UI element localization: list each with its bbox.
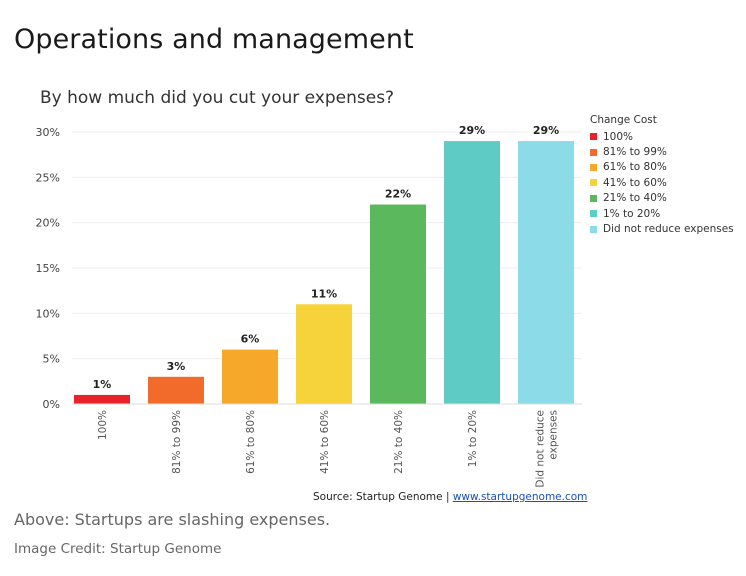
legend-label: 61% to 80% — [603, 161, 667, 174]
legend-label: 1% to 20% — [603, 207, 661, 220]
x-tick-label: 21% to 40% — [393, 410, 405, 474]
bar-value-label: 3% — [167, 360, 186, 373]
legend-label: Did not reduce expenses — [603, 223, 734, 236]
legend-item: 81% to 99% — [590, 144, 734, 159]
x-tick-label: 61% to 80% — [245, 410, 257, 474]
legend-item: 1% to 20% — [590, 206, 734, 221]
source-prefix: Source: Startup Genome | — [313, 491, 453, 503]
image-credit: Image Credit: Startup Genome — [14, 541, 222, 557]
bar-value-label: 29% — [533, 124, 559, 137]
y-tick-label: 10% — [36, 307, 60, 320]
legend-item: 41% to 60% — [590, 175, 734, 190]
page-heading: Operations and management — [14, 24, 414, 55]
legend-swatch — [590, 210, 597, 218]
bar-value-label: 1% — [93, 378, 112, 391]
y-tick-label: 5% — [43, 353, 60, 366]
bar-value-label: 11% — [311, 287, 337, 300]
bar-chart: 0% 5% 10% 15% 20% 25% 30% 1% 100% 3% 81% to 99% 6% 6… — [36, 124, 582, 488]
legend-swatch — [590, 179, 597, 187]
bar — [444, 141, 500, 405]
bar-value-label: 6% — [241, 333, 260, 346]
source-link[interactable]: www.startupgenome.com — [452, 491, 588, 503]
y-tick-label: 15% — [36, 262, 60, 275]
legend-label: 41% to 60% — [603, 176, 667, 189]
legend-item: Did not reduce expenses — [590, 221, 734, 236]
legend-title: Change Cost — [590, 114, 657, 126]
bar — [518, 141, 574, 405]
legend-label: 100% — [603, 130, 634, 143]
legend-item: 61% to 80% — [590, 160, 734, 175]
bar-value-label: 22% — [385, 188, 411, 201]
legend-label: 21% to 40% — [603, 192, 667, 205]
image-caption: Above: Startups are slashing expenses. — [14, 510, 331, 529]
chart-legend: Change Cost 100% 81% to 99% 61% to 80% 41% … — [590, 114, 734, 237]
bar — [222, 349, 278, 404]
legend-label: 81% to 99% — [603, 146, 667, 159]
y-tick-label: 25% — [36, 171, 60, 184]
x-tick-label: 1% to 20% — [467, 410, 479, 467]
bar — [74, 394, 130, 404]
legend-swatch — [590, 225, 597, 233]
x-tick-label: 41% to 60% — [319, 410, 331, 474]
legend-swatch — [590, 194, 597, 202]
y-tick-label: 20% — [36, 217, 60, 230]
legend-swatch — [590, 163, 597, 171]
x-tick-label: 81% to 99% — [171, 410, 183, 474]
bar — [296, 304, 352, 404]
chart-source: Source: Startup Genome | www.startupgeno… — [313, 491, 587, 503]
legend-item: 21% to 40% — [590, 191, 734, 206]
legend-swatch — [590, 133, 597, 141]
x-tick-label: 100% — [97, 410, 109, 440]
bar — [148, 376, 204, 404]
y-tick-label: 0% — [43, 398, 60, 411]
y-tick-label: 30% — [36, 126, 60, 139]
chart-title: By how much did you cut your expenses? — [40, 88, 395, 108]
x-tick-label: Did not reduce — [535, 410, 547, 488]
legend-swatch — [590, 148, 597, 156]
legend-item: 100% — [590, 129, 734, 144]
x-tick-label: expenses — [548, 410, 560, 460]
bar-value-label: 29% — [459, 124, 485, 137]
bar — [370, 204, 426, 404]
